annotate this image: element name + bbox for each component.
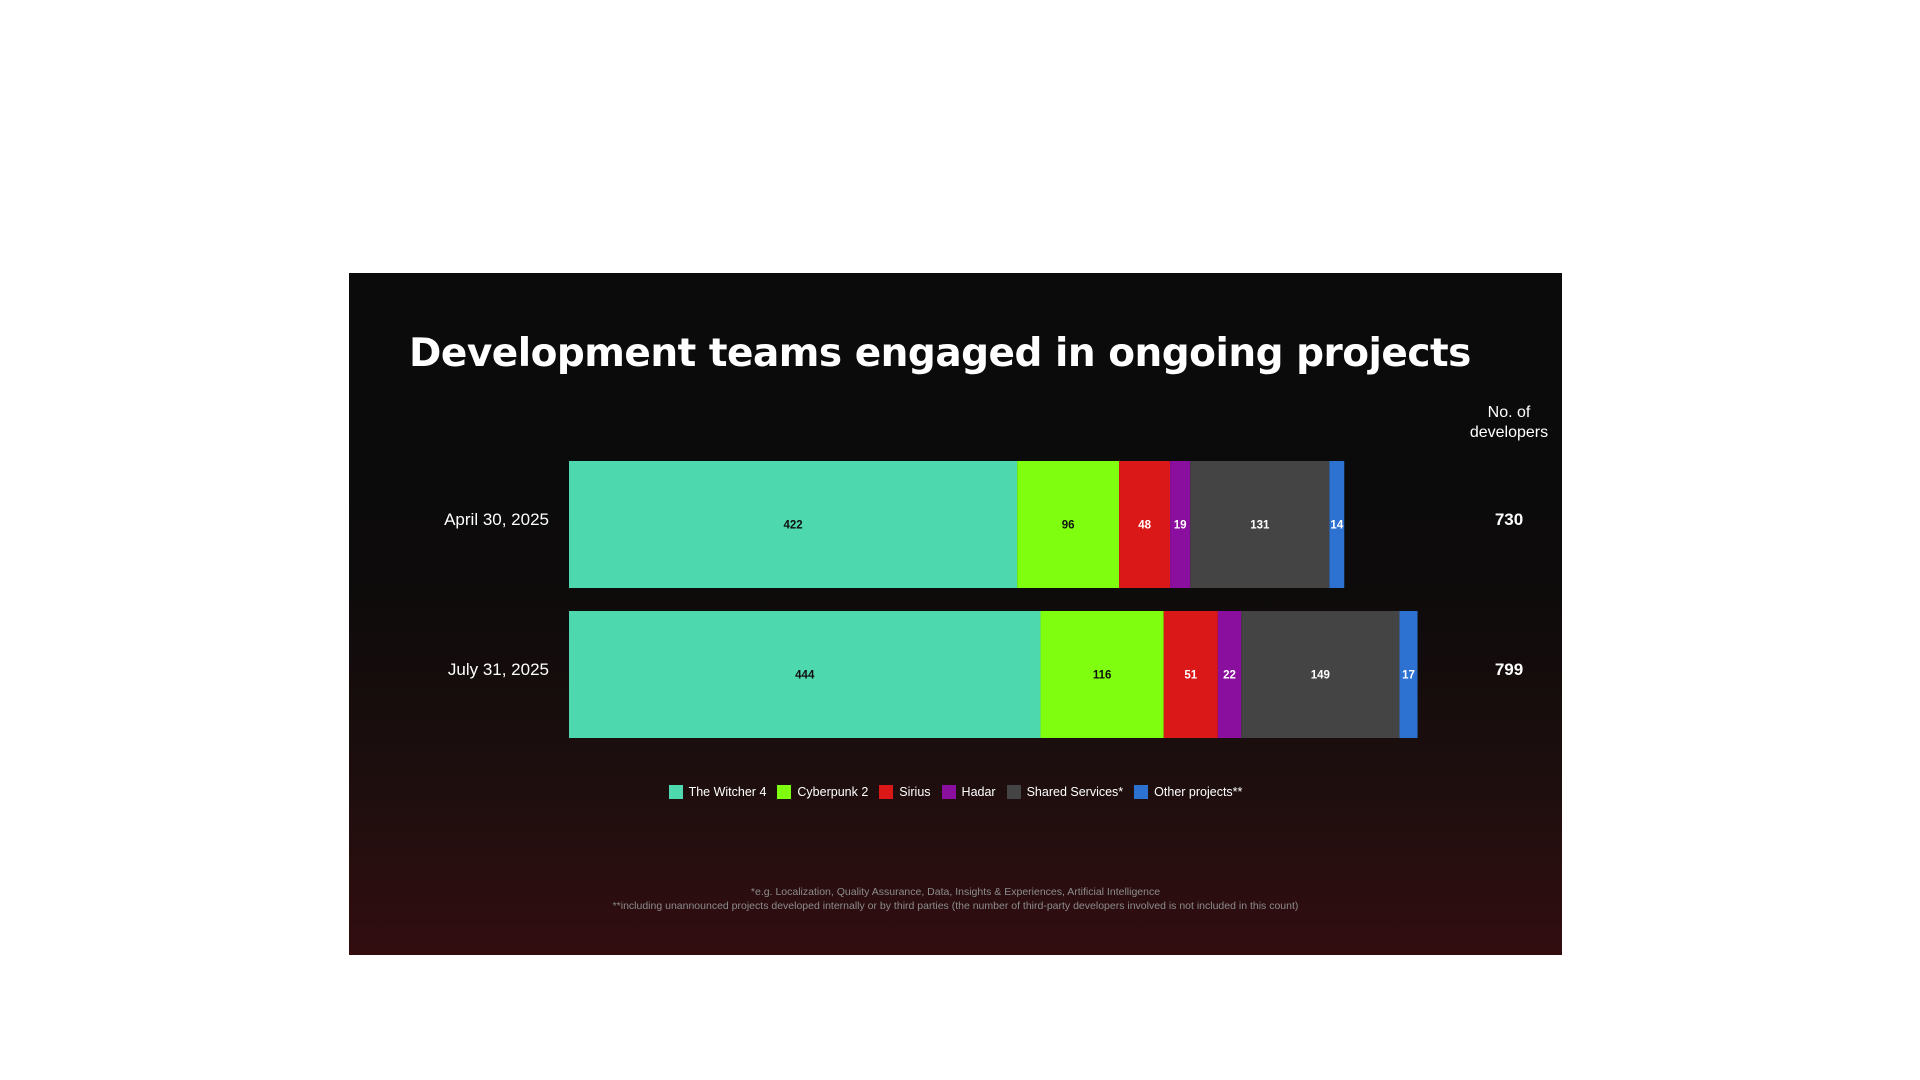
legend-item-shared-services: Shared Services* <box>1006 785 1124 799</box>
row-total-april: 730 <box>1494 510 1524 529</box>
bar-segment <box>1163 611 1218 738</box>
legend-item-other-projects: Other projects** <box>1134 785 1242 799</box>
bar-segment <box>1217 611 1242 738</box>
bar-value-label: 14 <box>1330 520 1343 532</box>
legend-label: Cyberpunk 2 <box>797 785 869 799</box>
category-label-april: April 30, 2025 <box>444 510 549 529</box>
footnote-shared-services: *e.g. Localization, Quality Assurance, D… <box>750 886 1161 898</box>
stacked-bar-plot: 422 96 48 19 131 14 444 116 51 22 149 17 <box>569 461 1418 738</box>
bar-segment <box>1190 461 1330 588</box>
bar-value-label: 149 <box>1311 670 1330 682</box>
category-label-july: July 31, 2025 <box>447 660 549 679</box>
legend-label: Shared Services* <box>1026 785 1124 799</box>
bar-value-label: 22 <box>1223 670 1236 682</box>
legend-item-cyberpunk-2: Cyberpunk 2 <box>777 785 868 799</box>
legend-swatch <box>777 785 792 799</box>
bar-value-label: 444 <box>795 670 815 682</box>
bar-value-label: 96 <box>1062 520 1075 532</box>
bar-value-label: 19 <box>1174 520 1187 532</box>
bar-segment <box>1399 611 1418 738</box>
bar-segment <box>1040 611 1164 738</box>
bar-segment <box>569 611 1041 738</box>
legend-item-sirius: Sirius <box>879 785 931 799</box>
legend-swatch <box>668 785 683 799</box>
legend-swatch <box>1134 785 1149 799</box>
chart-title: Development teams engaged in ongoing pro… <box>409 331 1471 376</box>
bar-segment <box>1017 461 1120 588</box>
legend-swatch <box>879 785 894 799</box>
legend-swatch <box>1006 785 1021 799</box>
bar-segment <box>1119 461 1171 588</box>
bar-value-label: 17 <box>1402 670 1415 682</box>
legend-label: Sirius <box>899 785 931 799</box>
legend-item-hadar: Hadar <box>941 785 996 799</box>
bar-value-label: 116 <box>1093 670 1112 682</box>
bar-segment <box>569 461 1018 588</box>
totals-header: No. of developers <box>1469 404 1549 441</box>
legend-label: Other projects** <box>1154 785 1243 799</box>
bar-value-label: 51 <box>1184 670 1197 682</box>
legend: The Witcher 4 Cyberpunk 2 Sirius Hadar S… <box>349 785 1562 799</box>
bar-segment <box>1329 461 1345 588</box>
legend-item-witcher-4: The Witcher 4 <box>668 785 767 799</box>
legend-label: Hadar <box>961 785 996 799</box>
bar-value-label: 422 <box>783 520 802 532</box>
legend-label: The Witcher 4 <box>688 785 767 799</box>
chart-slide: Development teams engaged in ongoing pro… <box>349 273 1562 955</box>
legend-swatch <box>941 785 956 799</box>
bar-value-label: 131 <box>1250 520 1270 532</box>
footnote-other-projects: **including unannounced projects develop… <box>612 900 1299 912</box>
bar-value-label: 48 <box>1138 520 1151 532</box>
row-total-july: 799 <box>1494 660 1524 679</box>
bar-segment <box>1241 611 1400 738</box>
bar-segment <box>1170 461 1191 588</box>
